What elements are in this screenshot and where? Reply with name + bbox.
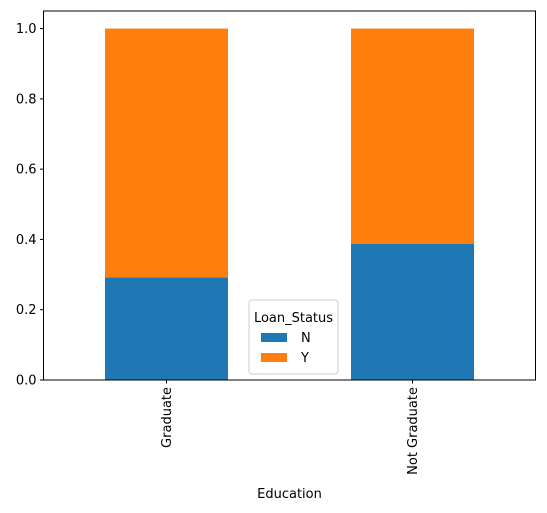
y-axis: 0.0 0.2 0.4 0.6 0.8 1.0 [16, 22, 44, 389]
bar-Y-not-graduate [351, 28, 474, 244]
y-tick-label: 0.8 [16, 92, 37, 107]
legend-label-Y: Y [300, 351, 309, 366]
x-tick-label: Graduate [160, 387, 175, 448]
legend-swatch-Y [261, 353, 287, 362]
y-tick-label: 1.0 [16, 22, 37, 37]
bar-Y-graduate [105, 28, 228, 278]
x-axis: Graduate Not Graduate [160, 380, 421, 475]
legend-label-N: N [301, 331, 311, 346]
legend-title: Loan_Status [254, 311, 333, 326]
y-tick-label: 0.4 [16, 233, 37, 248]
x-axis-label: Education [257, 487, 322, 502]
y-tick-label: 0.6 [16, 163, 37, 178]
bar-N-not-graduate [351, 243, 474, 380]
y-tick-label: 0.0 [16, 374, 37, 389]
y-tick-label: 0.2 [16, 303, 37, 318]
plot-frame [43, 10, 536, 381]
bar-N-graduate [105, 277, 228, 380]
legend: Loan_Status NY [248, 299, 339, 375]
bars-layer [105, 28, 474, 380]
x-tick-label: Not Graduate [406, 387, 421, 475]
legend-swatch-N [261, 333, 287, 342]
